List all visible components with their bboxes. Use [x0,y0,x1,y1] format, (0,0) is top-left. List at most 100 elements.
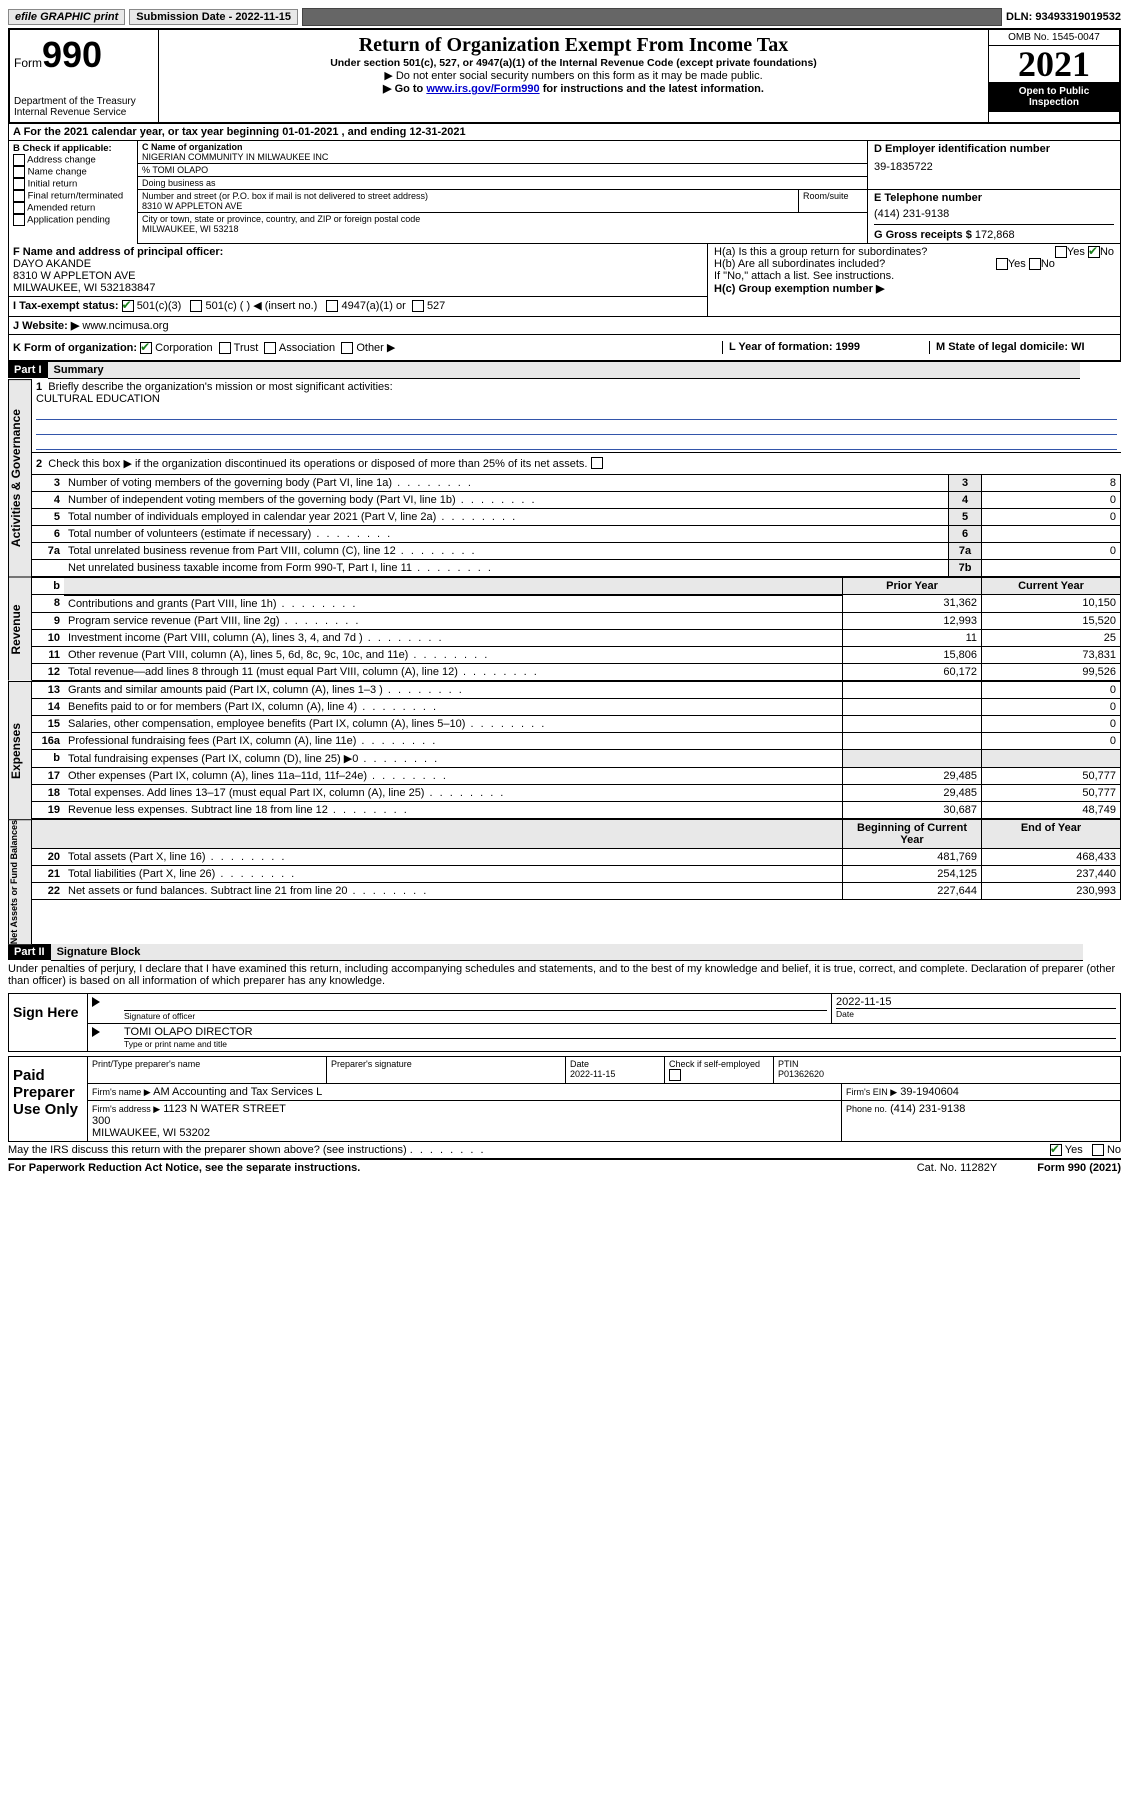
subtitle-3: ▶ Go to www.irs.gov/Form990 for instruct… [163,82,984,95]
discuss-row: May the IRS discuss this return with the… [8,1142,1121,1160]
officer-label: F Name and address of principal officer: [13,246,703,258]
h-a: H(a) Is this a group return for subordin… [714,246,1114,258]
prep-sig-label: Preparer's signature [327,1057,566,1083]
table-row: 5Total number of individuals employed in… [32,509,1121,526]
phone-label: E Telephone number [874,192,1114,204]
table-row: 10Investment income (Part VIII, column (… [32,629,1121,646]
col-prior: Prior Year [843,578,982,595]
goto-pre: ▶ Go to [383,83,426,95]
tab-expenses: Expenses [8,681,32,819]
irs-link[interactable]: www.irs.gov/Form990 [426,83,539,95]
footer-cat: Cat. No. 11282Y [917,1162,998,1174]
goto-post: for instructions and the latest informat… [540,83,764,95]
part1-title: Summary [48,362,1080,379]
website-label: J Website: ▶ [13,320,79,332]
officer-city: MILWAUKEE, WI 532183847 [13,282,703,294]
submission-date-button[interactable]: Submission Date - 2022-11-15 [129,9,298,25]
form-990-label: Form990 [14,34,154,76]
preparer-block: Paid Preparer Use Only Print/Type prepar… [8,1056,1121,1142]
phone-value: (414) 231-9138 [874,208,1114,220]
website-value: www.ncimusa.org [82,320,168,332]
b-label: B Check if applicable: [13,143,133,154]
yes: Yes [1065,1144,1083,1156]
col-beg: Beginning of Current Year [843,819,982,848]
part2-tag: Part II [8,944,51,960]
chk-discontinued[interactable] [591,457,603,469]
table-row: 15Salaries, other compensation, employee… [32,715,1121,732]
part-i-header: Part ISummary [8,362,1121,379]
chk-501c[interactable] [190,300,202,312]
q1: Briefly describe the organization's miss… [48,381,392,393]
ha-no[interactable] [1088,246,1100,258]
chk-self-emp[interactable] [669,1069,681,1081]
year-formation: L Year of formation: 1999 [722,341,929,354]
opt-final-return[interactable]: Final return/terminated [13,190,133,202]
sig-name: TOMI OLAPO DIRECTOR [124,1026,1116,1038]
opt-address-change[interactable]: Address change [13,154,133,166]
chk-527[interactable] [412,300,424,312]
firm-label: Firm's name ▶ [92,1087,151,1097]
discuss-no-chk[interactable] [1092,1144,1104,1156]
q2: Check this box ▶ if the organization dis… [48,458,587,470]
governance-table: 3Number of voting members of the governi… [32,474,1121,577]
expenses-table: 13Grants and similar amounts paid (Part … [32,681,1121,819]
care-of: % TOMI OLAPO [138,164,867,177]
assoc: Association [279,342,335,354]
city-value: MILWAUKEE, WI 53218 [142,224,239,234]
firm-phone-label: Phone no. [846,1104,887,1114]
h-b: H(b) Are all subordinates included? Yes … [714,258,1114,270]
col-end: End of Year [982,819,1121,848]
arrow-icon [92,997,100,1007]
opt-initial-return[interactable]: Initial return [13,178,133,190]
firm-ein: 39-1940604 [900,1086,959,1098]
declaration: Under penalties of perjury, I declare th… [8,961,1121,989]
dept-label: Department of the Treasury Internal Reve… [14,96,154,118]
hb-yes[interactable] [996,258,1008,270]
opt-label: Initial return [28,179,78,190]
sig-officer-label: Signature of officer [124,1010,827,1021]
ha-yes[interactable] [1055,246,1067,258]
chk-assoc[interactable] [264,342,276,354]
top-bar: efile GRAPHIC print Submission Date - 20… [8,8,1121,26]
dba-label: Doing business as [138,177,867,189]
city-label: City or town, state or province, country… [142,214,420,224]
opt-amended[interactable]: Amended return [13,202,133,214]
other: Other ▶ [356,342,395,354]
revenue-table: b Prior Year Current Year 8Contributions… [32,577,1121,681]
opt-label: Application pending [27,215,110,226]
hb-no[interactable] [1029,258,1041,270]
section-d: D Employer identification number 39-1835… [868,141,1120,189]
sign-here-block: Sign Here Signature of officer 2022-11-1… [8,993,1121,1052]
tab-net-assets: Net Assets or Fund Balances [8,819,32,944]
net-assets-table: Beginning of Current Year End of Year 20… [32,819,1121,900]
discuss-yes-chk[interactable] [1050,1144,1062,1156]
chk-other[interactable] [341,342,353,354]
opt-pending[interactable]: Application pending [13,214,133,226]
footer-left: For Paperwork Reduction Act Notice, see … [8,1162,360,1174]
c-name-label: C Name of organization [142,142,243,152]
footer-right: Form 990 (2021) [1037,1162,1121,1174]
efile-label[interactable]: efile GRAPHIC print [8,9,125,25]
prep-name-label: Print/Type preparer's name [88,1057,327,1083]
table-row: 3Number of voting members of the governi… [32,475,1121,492]
part2-title: Signature Block [51,944,1083,961]
tax-status-label: I Tax-exempt status: [13,300,119,312]
preparer-label: Paid Preparer Use Only [9,1057,88,1141]
table-row: 21Total liabilities (Part X, line 26)254… [32,865,1121,882]
corp: Corporation [155,342,212,354]
sig-date: 2022-11-15 [836,996,1116,1008]
opt-name-change[interactable]: Name change [13,166,133,178]
line [36,420,1117,435]
opt-label: Address change [27,155,96,166]
chk-4947[interactable] [326,300,338,312]
trust: Trust [234,342,259,354]
subtitle-2: ▶ Do not enter social security numbers o… [163,69,984,82]
ptin: P01362620 [778,1069,824,1079]
line [36,435,1117,450]
chk-corp[interactable] [140,342,152,354]
chk-501c3[interactable] [122,300,134,312]
section-a: A For the 2021 calendar year, or tax yea… [8,124,1121,362]
chk-trust[interactable] [219,342,231,354]
officer-name: DAYO AKANDE [13,258,703,270]
table-row: 19Revenue less expenses. Subtract line 1… [32,801,1121,818]
